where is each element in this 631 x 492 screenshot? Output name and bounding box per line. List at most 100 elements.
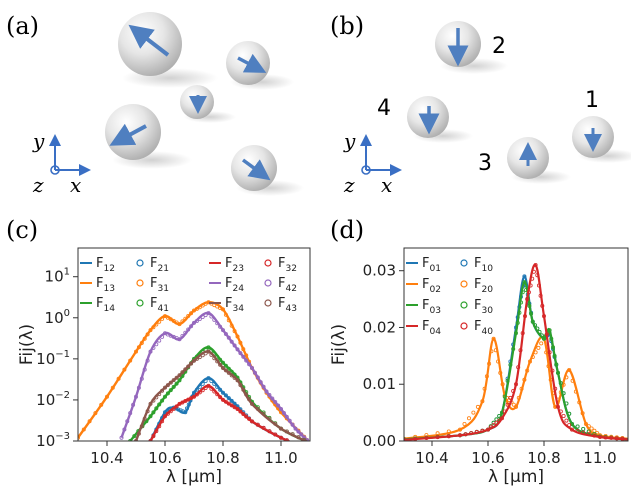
data-point <box>537 329 542 334</box>
data-point <box>457 427 462 432</box>
data-point <box>191 390 196 395</box>
data-point <box>297 444 300 447</box>
arrow-icon <box>241 158 271 181</box>
data-point <box>276 403 281 408</box>
data-point <box>296 429 301 434</box>
data-point <box>189 311 194 316</box>
data-point <box>212 381 217 386</box>
data-point <box>573 389 578 394</box>
panel-b: (b) 2 4 1 3 y <box>330 12 631 197</box>
data-point <box>553 386 558 391</box>
x-tick-label: 10.6 <box>148 449 181 467</box>
data-point <box>553 404 558 409</box>
data-point <box>212 389 217 394</box>
data-point <box>122 427 127 432</box>
data-point <box>539 333 544 338</box>
data-point <box>180 370 185 375</box>
data-point <box>220 397 225 402</box>
data-point <box>514 404 519 409</box>
data-point <box>561 391 566 396</box>
y-tick-label: 101 <box>45 267 70 286</box>
sphere-b4: 4 <box>377 96 473 143</box>
legend-label: F04 <box>422 319 441 337</box>
data-point <box>186 364 191 369</box>
data-point <box>151 345 156 350</box>
legend-label: F34 <box>225 296 244 314</box>
data-point <box>220 390 225 395</box>
data-point <box>531 269 536 274</box>
x-tick-label: 10.4 <box>90 449 123 467</box>
data-point <box>241 387 246 392</box>
data-point <box>180 333 185 338</box>
data-point <box>157 319 162 324</box>
data-point <box>154 395 159 400</box>
svg-text:3: 3 <box>478 151 492 176</box>
data-point <box>519 386 524 391</box>
data-point <box>226 401 231 406</box>
data-point <box>191 394 196 399</box>
data-point <box>200 381 205 386</box>
arrow-icon <box>237 53 267 73</box>
data-point <box>494 420 499 425</box>
data-point <box>110 385 115 390</box>
data-point <box>536 345 541 350</box>
data-point <box>491 423 496 428</box>
data-point <box>151 410 156 415</box>
data-point <box>220 360 225 365</box>
data-point <box>197 384 202 389</box>
data-point <box>116 376 121 381</box>
data-point <box>498 370 503 375</box>
arrow-icon <box>109 123 147 146</box>
legend-label: F32 <box>278 256 297 274</box>
x-axis-label: λ [μm] <box>488 467 544 487</box>
data-point <box>500 382 505 387</box>
data-point <box>125 419 130 424</box>
data-point <box>528 359 533 364</box>
data-point <box>119 435 124 440</box>
data-point <box>561 382 566 387</box>
data-point <box>561 413 566 418</box>
x-axis-label: λ [μm] <box>166 467 222 487</box>
data-point <box>471 410 476 415</box>
data-point <box>157 424 162 429</box>
data-point <box>544 332 549 337</box>
data-point <box>273 399 278 404</box>
series-line <box>404 275 628 441</box>
data-point <box>538 293 543 298</box>
series-3 <box>404 280 628 441</box>
svg-text:y: y <box>32 129 45 153</box>
sphere-a3 <box>180 85 236 123</box>
data-point <box>203 313 208 318</box>
panel-label-d: (d) <box>330 216 364 244</box>
data-point <box>226 318 231 323</box>
data-point <box>567 411 572 416</box>
data-point <box>261 384 266 389</box>
data-point <box>154 322 159 327</box>
sphere-a1 <box>118 12 218 88</box>
data-point <box>223 363 228 368</box>
data-point <box>105 394 110 399</box>
data-point <box>518 348 523 353</box>
legend-label: F21 <box>150 256 169 274</box>
data-point <box>160 398 165 403</box>
data-point <box>180 319 185 324</box>
svg-text:x: x <box>381 173 392 197</box>
data-point <box>592 433 597 438</box>
y-axis-label: Fij(λ) <box>17 324 37 365</box>
data-point <box>489 349 494 354</box>
data-point <box>200 388 205 393</box>
data-point <box>232 329 237 334</box>
data-point <box>247 362 252 367</box>
data-point <box>223 368 228 373</box>
data-point <box>526 290 531 295</box>
legend-label: F31 <box>150 276 169 294</box>
data-point <box>200 303 205 308</box>
data-point <box>220 328 225 333</box>
data-point <box>620 436 625 441</box>
data-point <box>194 387 199 392</box>
data-point <box>535 326 540 331</box>
legend-label: F24 <box>225 276 244 294</box>
data-point <box>209 352 214 357</box>
data-point <box>278 435 283 440</box>
data-point <box>203 385 208 390</box>
